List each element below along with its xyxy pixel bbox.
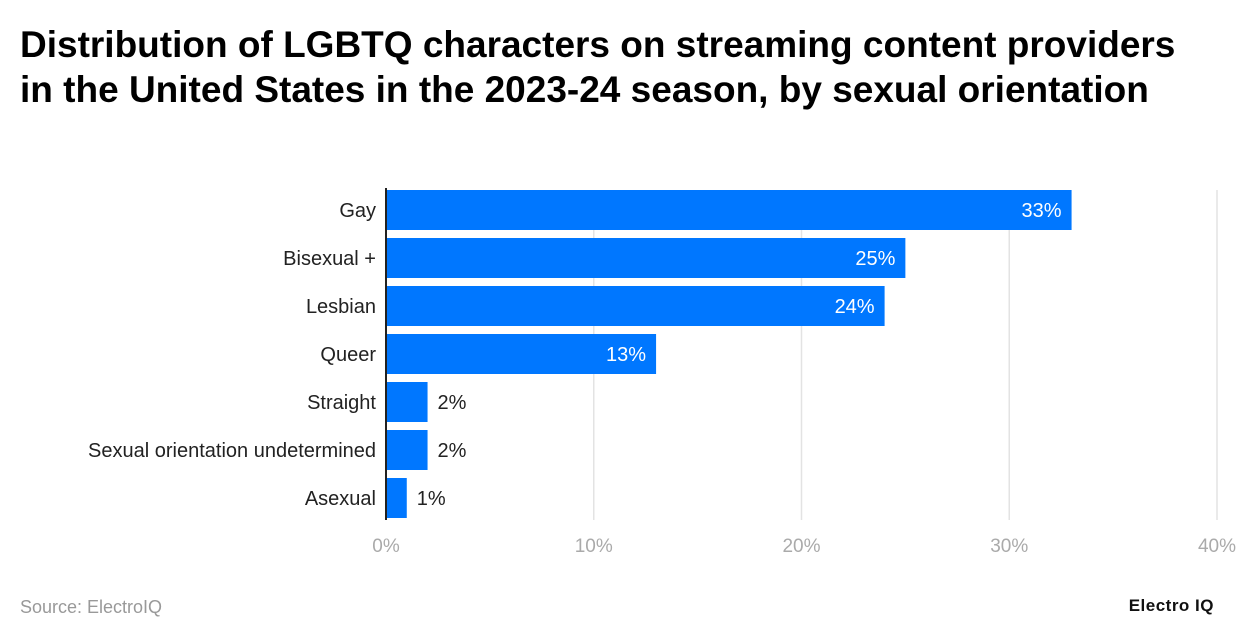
data-label: 33% [1022, 200, 1062, 222]
category-label: Asexual [305, 488, 376, 510]
x-tick-label: 30% [990, 536, 1028, 557]
x-tick-label: 10% [575, 536, 613, 557]
category-label: Sexual orientation undetermined [88, 440, 376, 462]
data-label: 2% [438, 392, 467, 414]
data-label: 24% [835, 296, 875, 318]
category-label: Straight [307, 392, 376, 414]
data-label: 25% [855, 248, 895, 270]
bar [386, 430, 428, 470]
data-label: 1% [417, 488, 446, 510]
category-label: Bisexual + [283, 248, 376, 270]
bar [386, 478, 407, 518]
source-note: Source: ElectroIQ [20, 597, 163, 617]
category-label: Gay [339, 200, 376, 222]
bar [386, 190, 1072, 230]
category-label: Queer [320, 344, 376, 366]
x-tick-label: 20% [782, 536, 820, 557]
x-tick-label: 40% [1198, 536, 1236, 557]
brand-logo: Electro IQ [1128, 596, 1214, 615]
bar [386, 334, 657, 374]
x-tick-label: 0% [372, 536, 400, 557]
bar [386, 238, 906, 278]
data-label: 13% [606, 344, 646, 366]
bar [386, 382, 428, 422]
bar [386, 286, 885, 326]
category-label: Lesbian [306, 296, 376, 318]
data-label: 2% [438, 440, 467, 462]
chart-title: Distribution of LGBTQ characters on stre… [20, 24, 1176, 110]
